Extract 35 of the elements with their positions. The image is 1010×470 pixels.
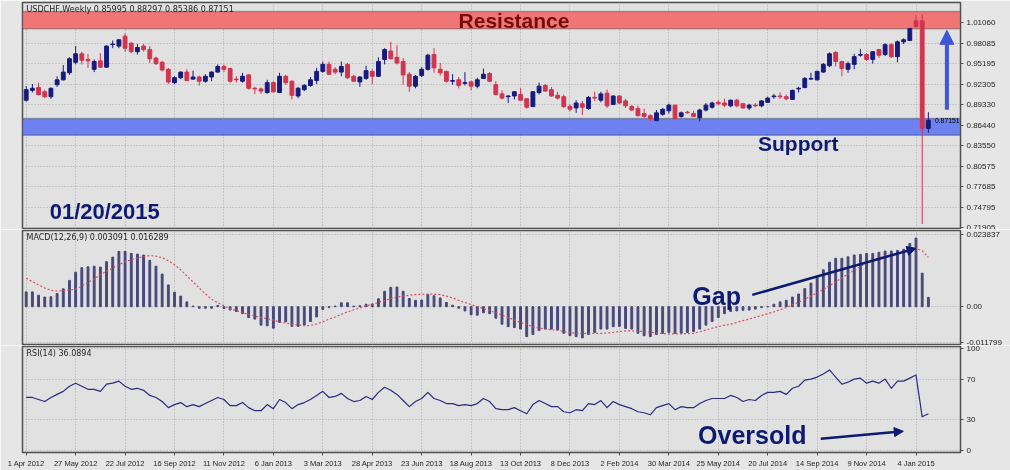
candlestick — [462, 71, 468, 86]
y-tick-label: 0.74795 — [966, 202, 996, 212]
y-tick-label: 0.00 — [966, 302, 983, 312]
candlestick — [190, 70, 196, 81]
candlestick — [771, 93, 777, 100]
y-tick-label: 0.95195 — [966, 59, 996, 69]
y-tick-label: 0.80575 — [966, 161, 996, 171]
candlestick — [431, 47, 437, 74]
y-tick-label: 30 — [966, 415, 976, 425]
chart-title: RSI(14) 36.0894 — [26, 348, 92, 358]
y-tick-label: 0.83550 — [966, 141, 996, 151]
candlestick — [54, 75, 60, 88]
y-tick-label: 0.86440 — [966, 120, 996, 130]
y-tick-label: 0.98085 — [966, 38, 996, 48]
candlestick — [604, 89, 610, 109]
annotation: Gap — [692, 281, 741, 310]
annotation: Support — [757, 132, 839, 156]
y-tick-label: 0.89330 — [966, 100, 996, 110]
y-tick-label: 1.01060 — [966, 17, 996, 27]
band-label: Resistance — [458, 8, 570, 32]
chart-title: MACD(12,26,9) 0.003091 0.016289 — [26, 232, 169, 242]
y-tick-label: 0.023837 — [966, 230, 1001, 240]
y-tick-label: 70 — [966, 374, 976, 384]
annotation: Oversold — [698, 421, 807, 450]
annotation: 01/20/2015 — [49, 199, 160, 225]
y-tick-label: 0 — [966, 445, 972, 455]
line-series — [25, 369, 929, 418]
candlestick — [925, 111, 931, 134]
chart-title: USDCHF,Weekly 0.85995 0.88297 0.85386 0.87151 — [26, 4, 234, 14]
y-tick-label: 0.92305 — [966, 79, 996, 89]
y-tick-label: 0.77685 — [966, 182, 996, 192]
y-tick-label: 100 — [966, 344, 981, 354]
y-tick-label: 0.71905 — [966, 222, 996, 232]
candlestick — [104, 44, 109, 69]
y-tick-label: -0.011799 — [966, 337, 1003, 347]
